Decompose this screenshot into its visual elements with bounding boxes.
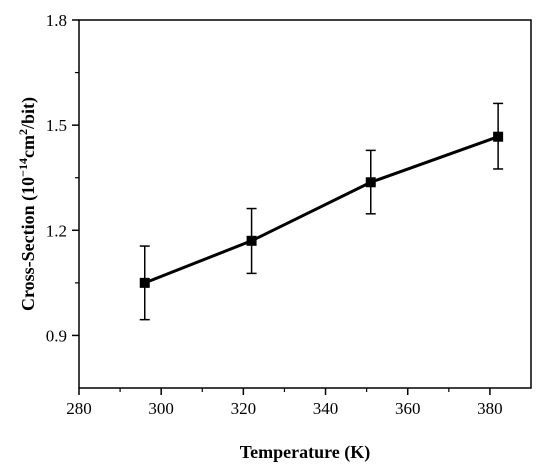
x-tick-label: 300 xyxy=(148,399,174,418)
y-tick-label: 1.8 xyxy=(46,11,67,30)
y-axis-ticks xyxy=(72,19,79,337)
y-axis-tick-labels: 0.9 1.2 1.5 1.8 xyxy=(46,11,67,345)
x-tick-label: 320 xyxy=(231,399,257,418)
series-line xyxy=(144,135,499,285)
x-tick-label: 380 xyxy=(477,399,503,418)
y-axis-label-prefix: Cross-Section (10 xyxy=(18,177,39,311)
y-tick-label: 0.9 xyxy=(46,326,67,345)
plot-frame xyxy=(78,19,532,389)
y-axis-label-exp2: 2 xyxy=(16,129,30,135)
y-axis-label: Cross-Section (10−14cm2/bit) xyxy=(16,97,39,311)
x-axis-tick-labels: 280 300 320 340 360 380 xyxy=(66,399,502,418)
x-tick-label: 280 xyxy=(66,399,92,418)
y-axis-label-exp1: −14 xyxy=(16,158,30,177)
x-axis-ticks xyxy=(78,388,491,395)
data-point xyxy=(365,177,376,188)
y-tick-label: 1.5 xyxy=(46,116,67,135)
x-axis-label: Temperature (K) xyxy=(240,442,370,463)
y-tick-label: 1.2 xyxy=(46,221,67,240)
y-axis-label-suffix: /bit) xyxy=(18,97,39,130)
y-axis-label-mid: cm xyxy=(18,135,38,158)
data-markers xyxy=(139,131,504,288)
data-point xyxy=(246,235,257,246)
x-tick-label: 340 xyxy=(313,399,339,418)
error-bars xyxy=(139,102,504,321)
x-tick-label: 360 xyxy=(395,399,421,418)
data-point xyxy=(139,277,150,288)
data-point xyxy=(493,131,504,142)
